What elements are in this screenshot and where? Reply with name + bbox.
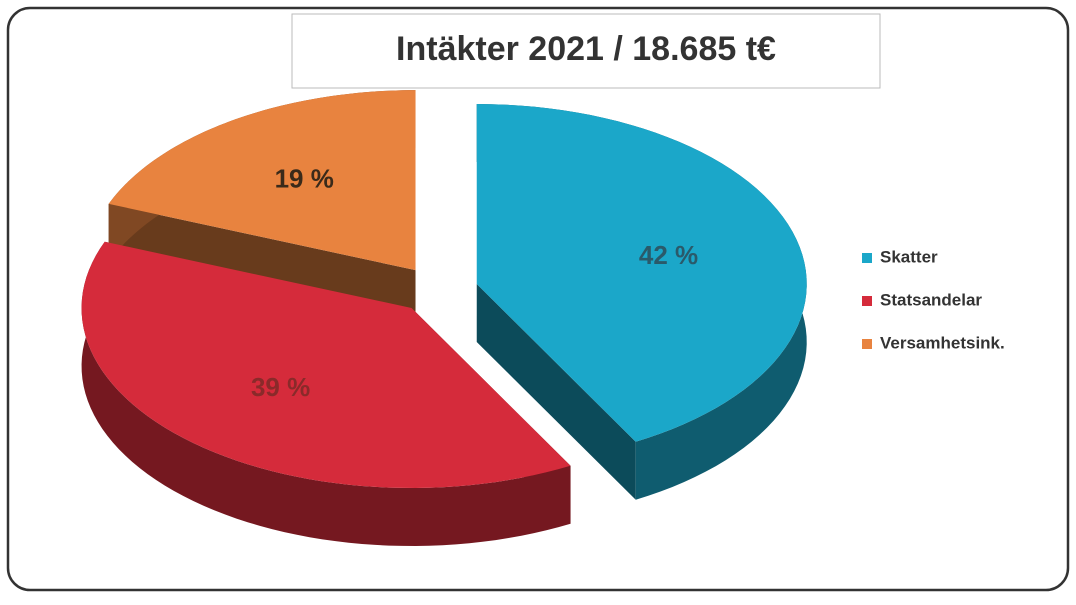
title-box [291,13,881,89]
chart-title: Intäkter 2021 / 18.685 t€ [396,30,776,68]
data-label: 39 % [251,372,310,402]
data-label: 19 % [275,164,334,194]
slice-side [476,284,636,500]
slice [108,90,416,271]
data-label: 42 % [639,240,698,270]
legend-swatch [862,253,872,263]
legend-label: Skatter [880,247,938,266]
slice [476,104,807,442]
slice-side [81,241,571,546]
legend-label: Versamhetsink. [880,333,1005,352]
legend-swatch [862,339,872,349]
legend-label: Statsandelar [880,290,982,309]
slice [81,241,571,488]
legend-swatch [862,296,872,306]
